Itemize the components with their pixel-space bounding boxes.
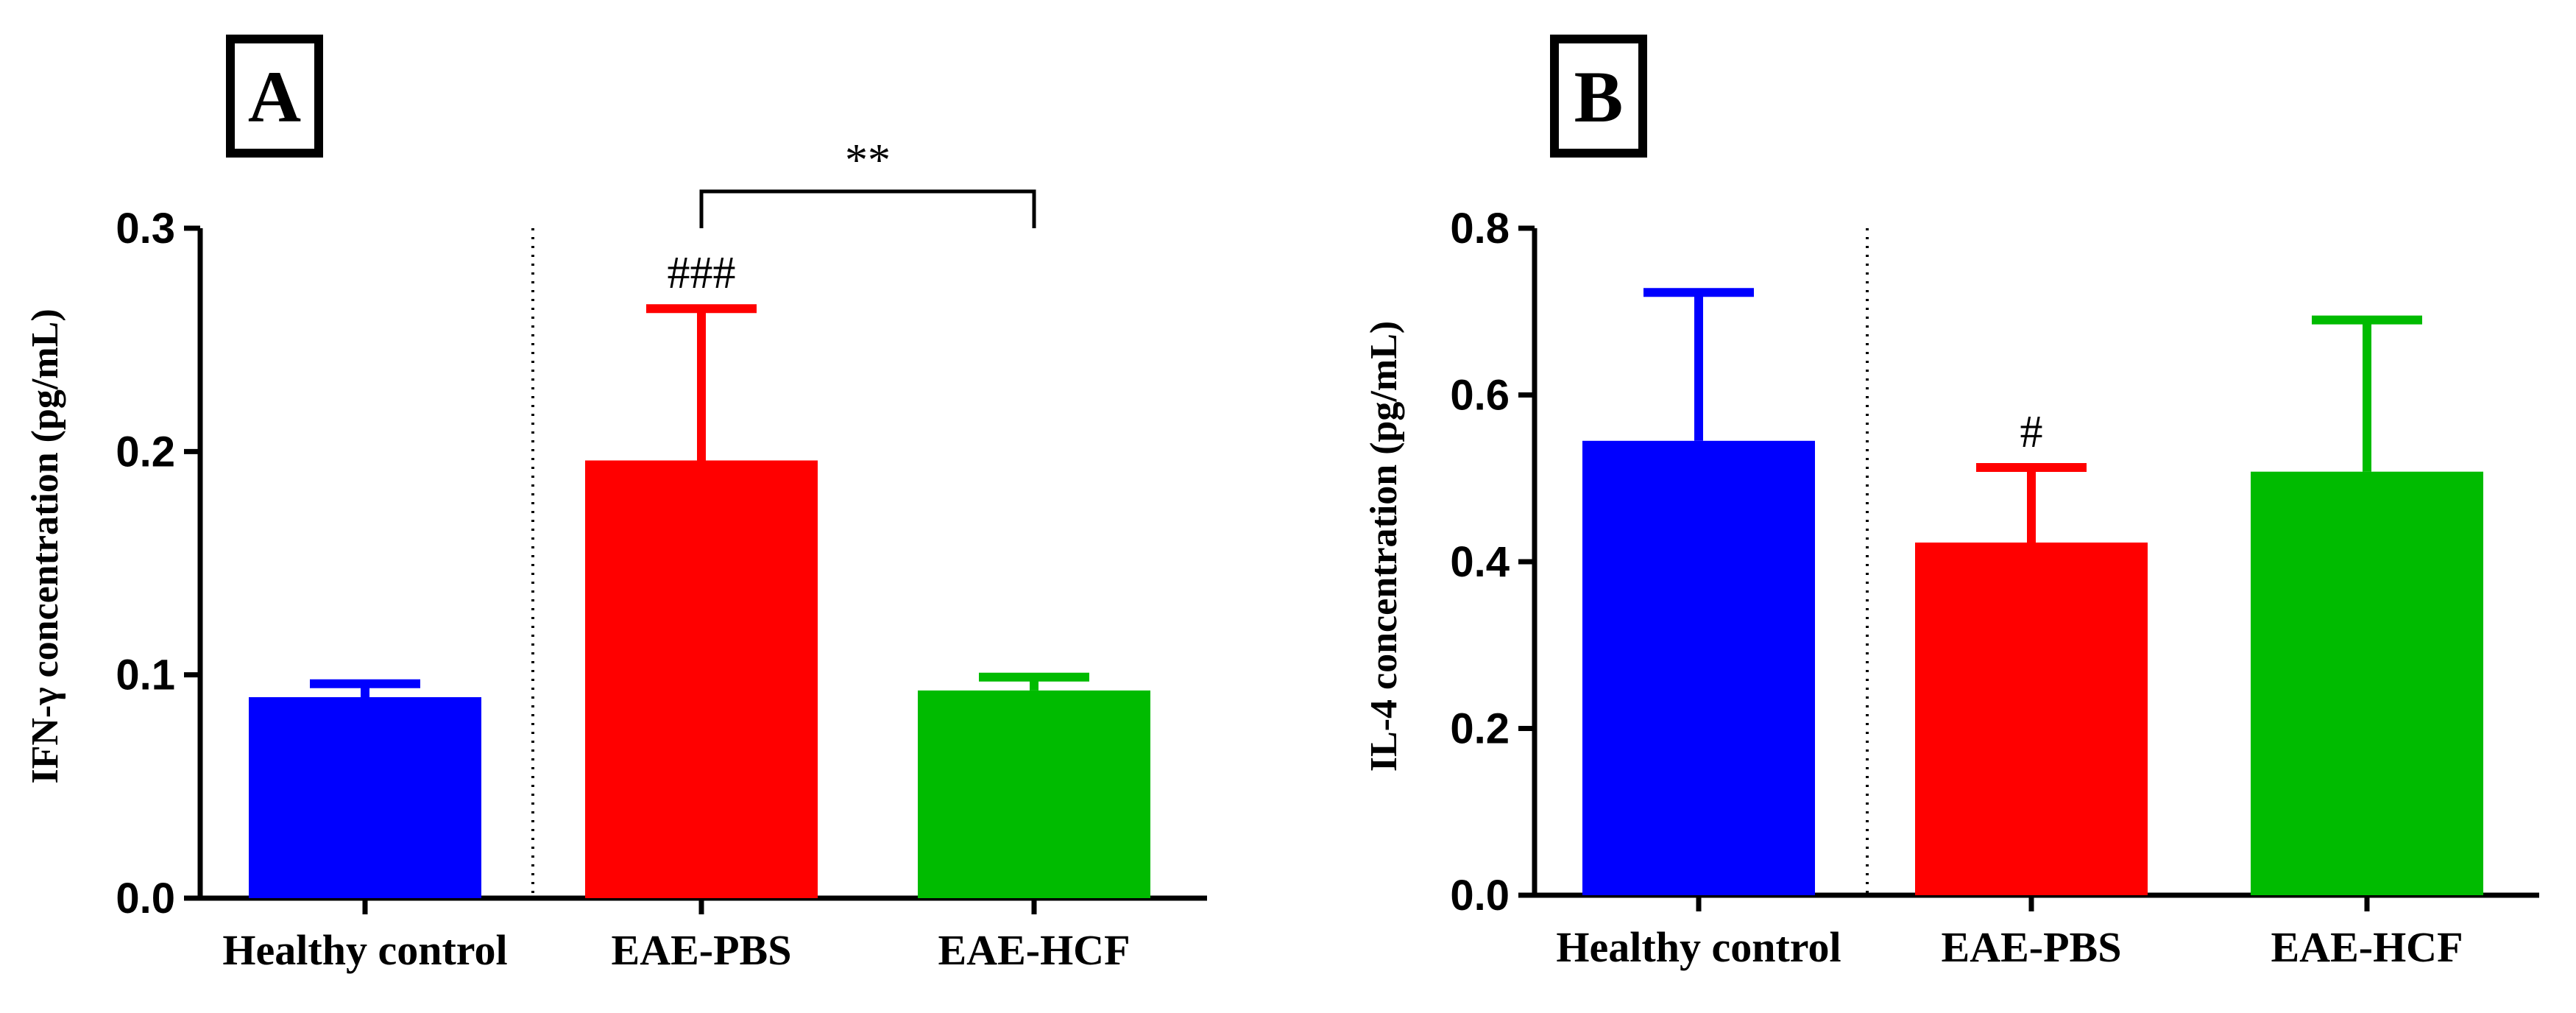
panel-b-letter: B: [1574, 56, 1624, 138]
panel-b-category-label: Healthy control: [1556, 923, 1841, 971]
panel-a-significance-label: **: [845, 135, 891, 186]
panel-a-bar-0: [249, 697, 481, 898]
panel-a-category-label: EAE-PBS: [612, 926, 792, 974]
panel-a-letter: A: [248, 56, 301, 138]
panel-b-ytick-label: 0.6: [1450, 372, 1510, 420]
panel-b-ytick-label: 0.2: [1450, 705, 1510, 753]
panel-a-significance-bracket: [699, 189, 1036, 228]
panel-a-ytick-label: 0.2: [116, 428, 175, 476]
panel-a-category-label: Healthy control: [222, 926, 507, 974]
panel-b-ytick-label: 0.0: [1450, 872, 1510, 920]
panel-a-category-label: EAE-HCF: [938, 926, 1130, 974]
panel-b-ytick-label: 0.4: [1450, 538, 1510, 586]
panel-b-category-label: EAE-HCF: [2271, 923, 2463, 971]
panel-b-marker-label: #: [2020, 407, 2043, 457]
panel-b-bar-0: [1582, 440, 1815, 895]
panel-a-ytick-label: 0.1: [116, 652, 175, 699]
panel-a: A IFN-γ concentration (pg/mL) 0.0 0.1 0.2 0…: [24, 35, 1207, 974]
panel-b-label-box: [1550, 35, 1647, 158]
panel-a-label-box: [226, 35, 323, 158]
panel-a-bar-1: [585, 460, 818, 898]
panel-b-category-label: EAE-PBS: [1942, 923, 2122, 971]
panel-b-ylabel: IL-4 concentration (pg/mL): [1363, 321, 1405, 772]
panel-a-ytick-label: 0.3: [116, 205, 175, 253]
panel-a-ylabel: IFN-γ concentration (pg/mL): [24, 308, 66, 783]
panel-a-marker-label: ###: [668, 248, 736, 298]
panel-b: B IL-4 concentration (pg/mL) 0.0 0.2 0.4 0.…: [1363, 35, 2539, 971]
panel-a-ytick-label: 0.0: [116, 875, 175, 922]
panel-a-bar-2: [918, 690, 1150, 898]
panel-b-bar-1: [1915, 542, 2148, 895]
panel-b-ytick-label: 0.8: [1450, 205, 1510, 253]
panel-b-bar-2: [2251, 471, 2483, 895]
